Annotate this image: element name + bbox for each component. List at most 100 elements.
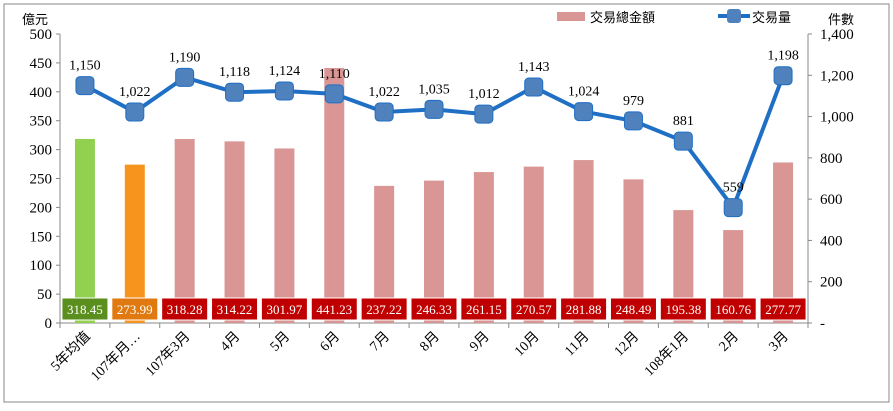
line-data-label: 1,198 bbox=[767, 49, 799, 64]
y2-tick-label: 400 bbox=[820, 233, 843, 249]
bar bbox=[673, 210, 694, 323]
line-data-label: 1,110 bbox=[319, 67, 350, 82]
bar bbox=[74, 138, 95, 323]
y-axis-title: 億元 bbox=[22, 12, 48, 27]
y-tick-label: 100 bbox=[30, 258, 53, 274]
bar-data-label-box bbox=[260, 297, 308, 321]
bar bbox=[773, 162, 794, 323]
line-data-label: 1,024 bbox=[568, 85, 600, 100]
legend-label-bar: 交易總金額 bbox=[590, 10, 655, 25]
y-tick-label: 350 bbox=[30, 114, 53, 130]
bar-data-label: 248.49 bbox=[616, 302, 652, 317]
bar-data-label-box bbox=[310, 297, 358, 321]
y2-tick-label: 200 bbox=[820, 275, 843, 291]
bar-data-label-box bbox=[360, 297, 408, 321]
line-data-label: 559 bbox=[723, 181, 744, 196]
line-marker bbox=[75, 76, 95, 96]
y-tick-label: 0 bbox=[45, 316, 53, 332]
y-tick-label: 400 bbox=[30, 85, 53, 101]
line-data-label: 1,035 bbox=[418, 82, 450, 97]
y2-tick-label: 800 bbox=[820, 151, 843, 167]
y-tick-label: 150 bbox=[30, 229, 53, 245]
bar-data-label: 270.57 bbox=[516, 302, 552, 317]
y-tick-label: 200 bbox=[30, 200, 53, 216]
bar-data-label: 281.88 bbox=[566, 302, 602, 317]
legend-label-line: 交易量 bbox=[752, 10, 791, 25]
line-marker bbox=[673, 131, 693, 151]
bar-data-label: 246.33 bbox=[416, 302, 452, 317]
bar-data-label-box bbox=[709, 297, 757, 321]
line-data-label: 1,022 bbox=[119, 85, 151, 100]
y2-tick-label: 1,000 bbox=[820, 110, 854, 126]
bar-data-label: 160.76 bbox=[715, 302, 751, 317]
y2-tick-label: 600 bbox=[820, 192, 843, 208]
bar-data-label-box bbox=[61, 297, 109, 321]
bar-data-label-box bbox=[510, 297, 558, 321]
line-data-label: 1,150 bbox=[69, 59, 101, 74]
y-tick-label: 50 bbox=[37, 287, 52, 303]
bar bbox=[473, 172, 494, 323]
y-tick-label: 450 bbox=[30, 56, 53, 72]
bar-data-label: 441.23 bbox=[316, 302, 352, 317]
bar bbox=[623, 179, 644, 323]
bar bbox=[374, 185, 395, 323]
bar-data-label: 277.77 bbox=[765, 302, 801, 317]
y-tick-label: 250 bbox=[30, 172, 53, 188]
line-marker bbox=[623, 111, 643, 131]
bar bbox=[224, 141, 245, 323]
line-data-label: 979 bbox=[623, 94, 644, 109]
line-marker bbox=[424, 99, 444, 119]
line-marker bbox=[274, 81, 294, 101]
y-tick-label: 500 bbox=[30, 27, 53, 43]
line-marker bbox=[524, 77, 544, 97]
bar-data-label: 318.45 bbox=[67, 302, 103, 317]
legend-marker bbox=[727, 9, 741, 23]
bar-data-label: 195.38 bbox=[665, 302, 701, 317]
bar bbox=[174, 139, 195, 323]
bar-data-label-box bbox=[560, 297, 608, 321]
bar-data-label-box bbox=[659, 297, 707, 321]
bar-data-label-box bbox=[111, 297, 159, 321]
y2-tick-label: 1,200 bbox=[820, 68, 854, 84]
bar-data-label: 301.97 bbox=[267, 302, 303, 317]
bar-data-label: 237.22 bbox=[366, 302, 402, 317]
line-data-label: 1,118 bbox=[219, 65, 250, 80]
line-data-label: 1,022 bbox=[368, 85, 400, 100]
line-marker bbox=[374, 102, 394, 122]
legend-swatch-bar bbox=[557, 12, 585, 21]
line-data-label: 881 bbox=[673, 114, 694, 129]
line-data-label: 1,190 bbox=[169, 50, 201, 65]
bar-data-label: 261.15 bbox=[466, 302, 502, 317]
bar-data-label: 318.28 bbox=[167, 302, 203, 317]
line-marker bbox=[773, 66, 793, 86]
line-marker bbox=[474, 104, 494, 124]
line-marker bbox=[723, 198, 743, 218]
bar-data-label-box bbox=[410, 297, 458, 321]
bar-data-label-box bbox=[161, 297, 209, 321]
bar bbox=[523, 166, 544, 323]
bar-data-label-box bbox=[609, 297, 657, 321]
bar-data-label: 314.22 bbox=[217, 302, 253, 317]
bar-data-label-box bbox=[759, 297, 807, 321]
bar bbox=[573, 160, 594, 323]
line-marker bbox=[125, 102, 145, 122]
line-marker bbox=[324, 84, 344, 104]
bar bbox=[424, 180, 444, 323]
line-data-label: 1,012 bbox=[468, 87, 500, 102]
bar-data-label-box bbox=[460, 297, 508, 321]
bar-data-label: 273.99 bbox=[117, 302, 153, 317]
y2-axis-title: 件數 bbox=[828, 12, 854, 27]
bar bbox=[324, 67, 345, 324]
line-data-label: 1,124 bbox=[269, 64, 301, 79]
bar bbox=[274, 148, 295, 323]
line-marker bbox=[225, 82, 245, 102]
y-tick-label: 300 bbox=[30, 143, 53, 159]
bar bbox=[124, 164, 145, 323]
line-marker bbox=[175, 67, 195, 87]
bar-data-label-box bbox=[211, 297, 259, 321]
y2-tick-label: - bbox=[820, 316, 825, 332]
line-marker bbox=[574, 102, 594, 122]
y2-tick-label: 1,400 bbox=[820, 27, 854, 43]
